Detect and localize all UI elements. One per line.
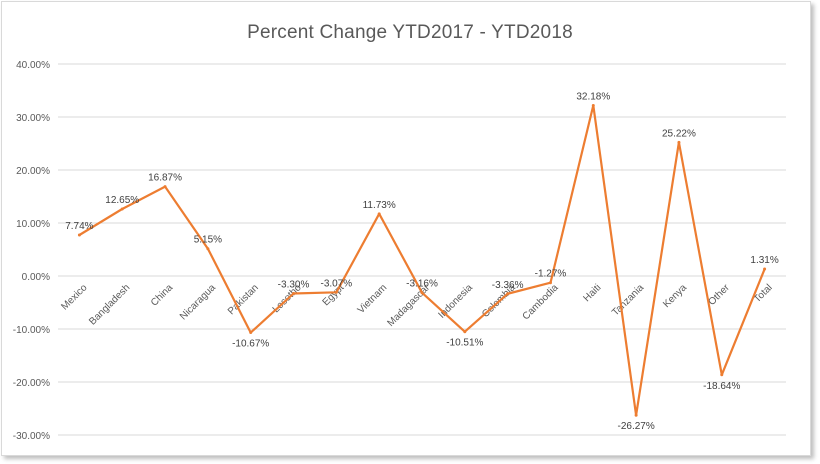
y-tick-label: 40.00%	[16, 60, 50, 71]
data-point	[292, 291, 296, 295]
data-label: 32.18%	[576, 91, 610, 102]
data-point	[463, 330, 467, 334]
data-label: -10.51%	[446, 338, 483, 349]
data-label: -10.67%	[232, 339, 269, 350]
data-label: -1.27%	[535, 269, 567, 280]
data-label: 25.22%	[662, 128, 696, 139]
data-label: -18.64%	[703, 381, 740, 392]
x-tick-label: Pakistan	[226, 282, 261, 317]
data-label: 5.15%	[194, 235, 222, 246]
data-label: 16.87%	[148, 173, 182, 184]
data-point	[548, 281, 552, 285]
data-point	[420, 291, 424, 295]
x-tick-label: Tanzania	[610, 282, 646, 318]
data-point	[77, 233, 81, 237]
data-point	[206, 247, 210, 251]
chart-title: Percent Change YTD2017 - YTD2018	[247, 22, 573, 43]
data-point	[506, 292, 510, 296]
y-tick-label: 0.00%	[22, 272, 50, 283]
series-line	[78, 104, 766, 417]
y-tick-label: -30.00%	[13, 431, 50, 442]
x-tick-label: Mexico	[59, 282, 89, 312]
chart-frame	[1, 1, 811, 456]
x-tick-label: Indonesia	[436, 282, 475, 321]
y-tick-label: 10.00%	[16, 219, 50, 230]
data-point	[249, 331, 253, 335]
x-tick-label: Nicaragua	[178, 282, 218, 322]
data-label: -3.16%	[406, 279, 438, 290]
data-label: 7.74%	[65, 221, 93, 232]
data-point	[720, 373, 724, 377]
data-label: -3.36%	[492, 280, 524, 291]
data-label: -3.07%	[321, 278, 353, 289]
data-label: 1.31%	[750, 255, 778, 266]
data-point	[763, 267, 767, 271]
data-point	[334, 290, 338, 294]
data-point	[591, 103, 595, 107]
y-tick-label: -20.00%	[13, 378, 50, 389]
x-tick-label: Other	[706, 282, 732, 308]
y-tick-label: 30.00%	[16, 113, 50, 124]
data-label: -3.30%	[278, 279, 310, 290]
data-point	[163, 185, 167, 189]
data-point	[677, 140, 681, 144]
x-tick-label: China	[149, 282, 176, 309]
x-tick-label: Kenya	[661, 282, 689, 310]
x-tick-label: Bangladesh	[87, 282, 132, 327]
data-point	[377, 212, 381, 216]
x-tick-label: Vietnam	[356, 282, 390, 316]
data-label: 11.73%	[363, 200, 396, 211]
data-point	[634, 413, 638, 417]
y-tick-label: 20.00%	[16, 166, 50, 177]
data-label: 12.65%	[105, 195, 139, 206]
y-tick-label: -10.00%	[13, 325, 50, 336]
data-label: -26.27%	[617, 421, 654, 432]
x-tick-label: Haiti	[581, 282, 603, 304]
data-point	[120, 207, 124, 211]
